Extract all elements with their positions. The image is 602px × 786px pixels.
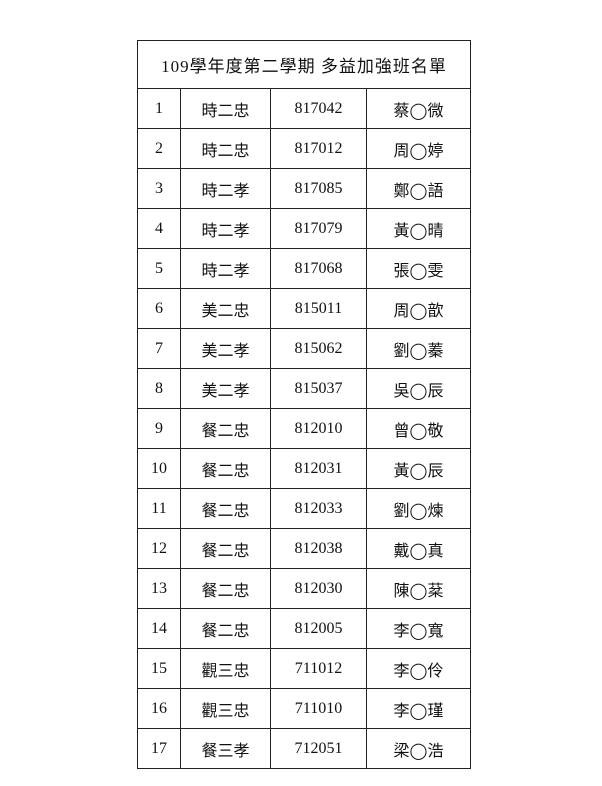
student-id: 817085 — [270, 168, 367, 209]
table-row: 14 餐二忠 812005 李◯寬 — [137, 608, 471, 649]
student-name: 周◯婷 — [366, 128, 471, 169]
table-row: 7 美二孝 815062 劉◯蓁 — [137, 328, 471, 369]
table-row: 13 餐二忠 812030 陳◯棻 — [137, 568, 471, 609]
student-id: 812030 — [270, 568, 367, 609]
row-number: 17 — [137, 728, 181, 769]
student-name: 劉◯煉 — [366, 488, 471, 529]
table-row: 12 餐二忠 812038 戴◯真 — [137, 528, 471, 569]
student-name: 李◯瑾 — [366, 688, 471, 729]
table-row: 16 觀三忠 711010 李◯瑾 — [137, 688, 471, 729]
table-row: 5 時二孝 817068 張◯雯 — [137, 248, 471, 289]
student-id: 712051 — [270, 728, 367, 769]
student-name: 李◯寬 — [366, 608, 471, 649]
class-name: 觀三忠 — [180, 688, 271, 729]
student-name: 陳◯棻 — [366, 568, 471, 609]
student-id: 815011 — [270, 288, 367, 329]
class-name: 觀三忠 — [180, 648, 271, 689]
class-name: 時二孝 — [180, 208, 271, 249]
student-id: 817079 — [270, 208, 367, 249]
table-row: 2 時二忠 817012 周◯婷 — [137, 128, 471, 169]
student-id: 817042 — [270, 88, 367, 129]
row-number: 10 — [137, 448, 181, 489]
row-number: 5 — [137, 248, 181, 289]
row-number: 14 — [137, 608, 181, 649]
student-name: 黃◯晴 — [366, 208, 471, 249]
table-row: 6 美二忠 815011 周◯歆 — [137, 288, 471, 329]
row-number: 8 — [137, 368, 181, 409]
table-row: 3 時二孝 817085 鄭◯語 — [137, 168, 471, 209]
student-name: 鄭◯語 — [366, 168, 471, 209]
table-title: 109學年度第二學期 多益加強班名單 — [137, 40, 471, 89]
table-row: 10 餐二忠 812031 黃◯辰 — [137, 448, 471, 489]
class-name: 餐二忠 — [180, 408, 271, 449]
title-row: 109學年度第二學期 多益加強班名單 — [137, 40, 471, 89]
class-name: 時二忠 — [180, 88, 271, 129]
class-name: 餐二忠 — [180, 448, 271, 489]
student-name: 黃◯辰 — [366, 448, 471, 489]
class-name: 美二孝 — [180, 368, 271, 409]
class-name: 美二孝 — [180, 328, 271, 369]
table-row: 11 餐二忠 812033 劉◯煉 — [137, 488, 471, 529]
student-id: 812033 — [270, 488, 367, 529]
row-number: 11 — [137, 488, 181, 529]
class-name: 時二孝 — [180, 168, 271, 209]
table-row: 1 時二忠 817042 蔡◯微 — [137, 88, 471, 129]
student-name: 張◯雯 — [366, 248, 471, 289]
student-id: 812038 — [270, 528, 367, 569]
student-id: 817068 — [270, 248, 367, 289]
class-name: 時二忠 — [180, 128, 271, 169]
student-name: 李◯伶 — [366, 648, 471, 689]
class-name: 餐二忠 — [180, 488, 271, 529]
list-table: 109學年度第二學期 多益加強班名單 1 時二忠 817042 蔡◯微 2 時二忠 8170… — [137, 40, 471, 769]
student-id: 815062 — [270, 328, 367, 369]
class-name: 餐二忠 — [180, 608, 271, 649]
row-number: 2 — [137, 128, 181, 169]
student-id: 711010 — [270, 688, 367, 729]
student-name: 戴◯真 — [366, 528, 471, 569]
table-row: 4 時二孝 817079 黃◯晴 — [137, 208, 471, 249]
student-name: 曾◯敬 — [366, 408, 471, 449]
student-id: 812010 — [270, 408, 367, 449]
student-name: 周◯歆 — [366, 288, 471, 329]
row-number: 4 — [137, 208, 181, 249]
class-name: 時二孝 — [180, 248, 271, 289]
student-id: 817012 — [270, 128, 367, 169]
student-name: 蔡◯微 — [366, 88, 471, 129]
class-name: 餐三孝 — [180, 728, 271, 769]
row-number: 9 — [137, 408, 181, 449]
row-number: 16 — [137, 688, 181, 729]
row-number: 7 — [137, 328, 181, 369]
student-id: 812005 — [270, 608, 367, 649]
row-number: 13 — [137, 568, 181, 609]
student-name: 梁◯浩 — [366, 728, 471, 769]
student-id: 711012 — [270, 648, 367, 689]
row-number: 1 — [137, 88, 181, 129]
student-name: 吳◯辰 — [366, 368, 471, 409]
student-name: 劉◯蓁 — [366, 328, 471, 369]
table-row: 8 美二孝 815037 吳◯辰 — [137, 368, 471, 409]
row-number: 15 — [137, 648, 181, 689]
class-name: 美二忠 — [180, 288, 271, 329]
student-id: 812031 — [270, 448, 367, 489]
table-row: 9 餐二忠 812010 曾◯敬 — [137, 408, 471, 449]
row-number: 3 — [137, 168, 181, 209]
student-id: 815037 — [270, 368, 367, 409]
row-number: 6 — [137, 288, 181, 329]
table-row: 17 餐三孝 712051 梁◯浩 — [137, 728, 471, 769]
table-row: 15 觀三忠 711012 李◯伶 — [137, 648, 471, 689]
class-name: 餐二忠 — [180, 568, 271, 609]
class-name: 餐二忠 — [180, 528, 271, 569]
row-number: 12 — [137, 528, 181, 569]
